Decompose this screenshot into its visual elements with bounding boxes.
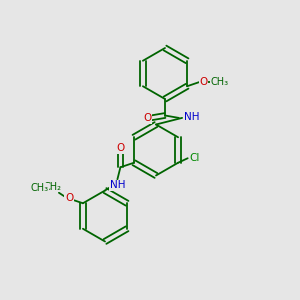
Text: O: O [65,194,73,203]
Text: Cl: Cl [189,153,200,163]
Text: O: O [200,77,208,87]
Text: CH₂: CH₂ [44,182,62,192]
Text: NH: NH [110,180,125,190]
Text: O: O [116,143,124,153]
Text: CH₃: CH₃ [210,77,228,87]
Text: O: O [143,113,151,124]
Text: CH₃: CH₃ [30,183,49,193]
Text: NH: NH [184,112,200,122]
